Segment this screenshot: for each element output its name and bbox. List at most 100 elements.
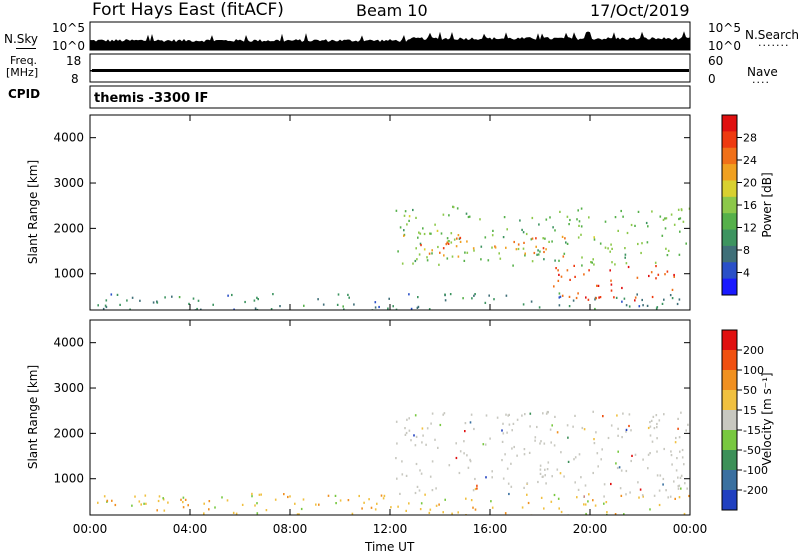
cbar-tick-label: -100 [743,464,768,477]
range-cell [521,228,523,231]
range-cell [658,419,661,422]
range-cell [572,299,575,302]
range-cell [424,493,426,496]
range-cell [556,431,559,434]
range-cell [511,429,513,432]
range-cell [679,230,681,233]
range-cell [467,215,470,219]
range-cell [473,249,475,252]
range-cell [638,305,641,308]
colorbar-swatch [722,370,737,391]
range-cell [488,294,490,297]
range-cell [670,454,673,457]
range-cell [673,480,675,483]
range-cell [474,487,477,491]
range-cell [593,236,595,239]
colorbar-swatch [722,262,737,280]
range-cell [558,304,561,307]
range-cell [102,307,105,310]
range-cell [457,511,459,514]
range-cell [235,512,238,515]
range-cell [559,210,561,213]
range-cell [678,436,681,439]
range-cell [448,464,451,467]
range-cell [523,241,525,244]
cbar-tick-label: 16 [743,199,757,212]
range-cell [315,503,317,506]
range-cell [431,412,434,415]
range-cell [419,469,421,472]
range-cell [531,260,534,263]
range-cell [553,493,556,497]
range-cell [447,240,449,243]
range-cell [426,427,429,430]
range-cell [233,308,235,310]
range-cell [226,499,229,502]
range-cell [622,412,624,415]
colorbar-swatch [722,229,737,247]
range-cell [616,414,618,417]
range-cell [536,253,538,256]
range-cell [380,494,383,497]
cbar-tick-label: -200 [743,484,768,497]
range-cell [679,450,681,453]
range-cell [180,498,182,501]
range-cell [463,259,466,262]
range-cell [443,254,445,257]
range-cell [664,217,666,220]
range-cell [673,275,675,278]
cbar-tick-label: 28 [743,132,757,145]
range-cell [577,488,580,491]
range-cell [453,238,456,241]
range-cell [469,458,471,461]
range-cell [110,293,113,296]
range-cell [680,474,683,477]
range-cell [208,508,210,511]
range-cell [450,232,453,235]
range-cell [298,513,300,515]
range-cell [647,426,650,430]
range-cell [609,269,611,272]
range-cell [649,452,651,455]
range-cell [592,499,594,502]
range-cell [425,443,427,446]
range-cell [581,426,584,430]
time-xlabel: Time UT [365,540,415,554]
range-cell [479,218,481,221]
velocity-cbar-label: Velocity [m s⁻¹] [760,372,774,466]
range-cell [590,261,592,264]
range-cell [270,308,273,310]
nsearch-tick-top: 10^5 [708,21,741,35]
range-cell [556,468,559,471]
range-cell [673,273,675,277]
range-cell [134,495,136,498]
range-cell [401,460,403,463]
range-cell [244,300,246,304]
colorbar-swatch [722,115,737,132]
range-cell [403,229,405,232]
nsearch-tick-bottom: 10^0 [708,39,741,53]
range-cell [351,512,354,515]
colorbar-swatch [722,164,737,181]
range-cell [543,250,545,254]
range-cell [396,477,398,480]
range-cell [646,241,649,244]
range-cell [629,491,631,494]
range-cell [97,304,99,307]
range-cell [421,427,424,430]
range-cell [628,305,631,308]
range-cell [684,482,686,485]
range-cell [456,207,459,210]
range-cell [114,503,117,507]
range-cell [474,293,476,296]
range-cell [558,292,561,295]
range-cell [563,475,565,478]
colorbar-swatch [722,131,737,149]
range-cell [576,496,578,499]
colorbar-swatch [722,390,737,411]
range-cell [676,302,679,306]
range-cell [539,468,542,471]
range-cell [545,218,548,221]
range-cell [592,258,594,261]
nsky-tick-bottom: 10^0 [52,39,85,53]
